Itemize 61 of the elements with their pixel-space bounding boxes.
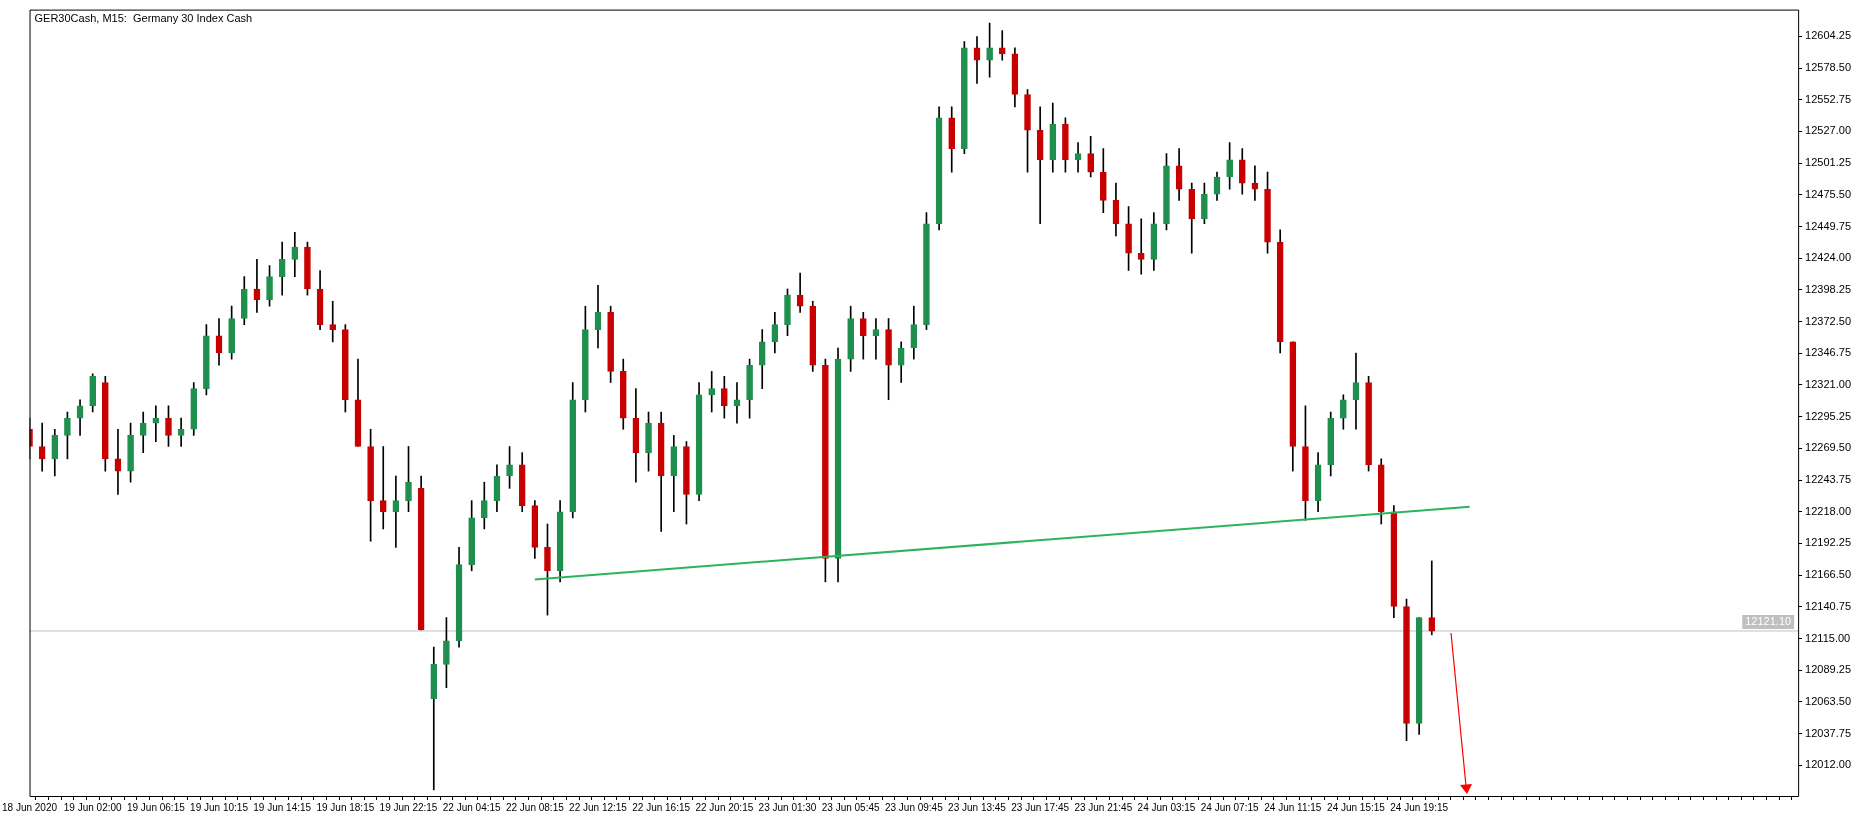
y-tick-label: 12552.75	[1805, 92, 1852, 105]
y-tick-label: 12398.25	[1805, 282, 1852, 295]
y-tick-label: 12295.25	[1805, 409, 1852, 422]
x-tick-label: 18 Jun 2020	[1, 801, 58, 813]
y-tick-label: 12192.25	[1805, 536, 1852, 549]
x-tick-label: 22 Jun 08:15	[505, 801, 565, 813]
x-tick-label: 24 Jun 07:15	[1200, 801, 1259, 813]
y-tick-label: 12578.50	[1805, 61, 1852, 74]
candlestick	[329, 300, 337, 343]
y-tick-label: 12501.25	[1805, 156, 1852, 169]
y-tick-label: 12166.50	[1805, 568, 1852, 581]
y-tick-label: 12424.00	[1805, 251, 1852, 264]
y-tick-label: 12604.25	[1805, 29, 1852, 42]
ref-line-label: 12121.10	[1745, 615, 1792, 627]
x-tick-label: 24 Jun 11:15	[1264, 801, 1322, 813]
x-tick-label: 23 Jun 09:45	[884, 801, 944, 813]
candlestick	[177, 417, 185, 447]
x-tick-label: 19 Jun 10:15	[190, 801, 249, 813]
candlestick	[1428, 560, 1436, 636]
candlestick	[379, 446, 387, 530]
candlestick	[998, 30, 1006, 61]
candlestick	[1074, 142, 1082, 173]
x-tick-label: 24 Jun 03:15	[1137, 801, 1196, 813]
candlestick	[1251, 165, 1259, 201]
x-tick-label: 23 Jun 01:30	[758, 801, 817, 813]
y-tick-label: 12012.00	[1805, 758, 1852, 771]
x-tick-label: 19 Jun 06:15	[126, 801, 186, 813]
y-tick-label: 12269.50	[1805, 441, 1852, 454]
x-tick-label: 22 Jun 20:15	[695, 801, 754, 813]
x-tick-label: 23 Jun 13:45	[948, 801, 1007, 813]
candlestick	[708, 371, 716, 413]
x-tick-label: 23 Jun 21:45	[1074, 801, 1133, 813]
x-tick-label: 22 Jun 12:15	[569, 801, 628, 813]
chart-title: GER30Cash, M15: Germany 30 Index Cash	[34, 12, 253, 25]
y-tick-label: 12063.50	[1805, 694, 1852, 707]
y-tick-label: 12449.75	[1805, 219, 1852, 232]
y-tick-label: 12372.50	[1805, 314, 1852, 327]
candlestick	[1137, 218, 1145, 275]
x-tick-label: 22 Jun 04:15	[442, 801, 502, 813]
y-tick-label: 12475.50	[1805, 187, 1852, 200]
x-tick-label: 24 Jun 15:15	[1327, 801, 1386, 813]
candlestick	[872, 318, 880, 360]
y-tick-label: 12089.25	[1805, 663, 1852, 676]
y-tick-label: 12346.75	[1805, 346, 1852, 359]
x-tick-label: 19 Jun 14:15	[253, 801, 312, 813]
x-tick-label: 22 Jun 16:15	[632, 801, 691, 813]
x-tick-label: 19 Jun 22:15	[379, 801, 438, 813]
x-tick-label: 23 Jun 05:45	[821, 801, 881, 813]
x-tick-label: 24 Jun 19:15	[1390, 801, 1449, 813]
x-tick-label: 23 Jun 17:45	[1011, 801, 1070, 813]
y-tick-label: 12527.00	[1805, 124, 1852, 137]
candlestick	[733, 382, 741, 424]
y-tick-label: 12140.75	[1805, 599, 1852, 612]
y-tick-label: 12037.75	[1805, 726, 1852, 739]
candlestick	[430, 646, 438, 791]
x-tick-label: 19 Jun 18:15	[316, 801, 375, 813]
x-tick-label: 19 Jun 02:00	[63, 801, 123, 813]
y-tick-label: 12218.00	[1805, 504, 1852, 517]
y-tick-label: 12243.75	[1805, 473, 1852, 486]
y-tick-label: 12321.00	[1805, 377, 1852, 390]
y-tick-label: 12115.00	[1805, 631, 1851, 644]
